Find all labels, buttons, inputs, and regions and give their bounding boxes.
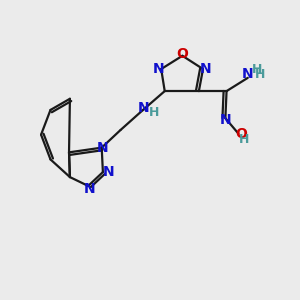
Text: H: H [255, 68, 265, 81]
Text: N: N [242, 67, 253, 81]
Text: N: N [200, 62, 212, 76]
Text: O: O [235, 127, 247, 141]
Text: N: N [97, 141, 108, 154]
Text: O: O [176, 47, 188, 61]
Text: H: H [239, 134, 249, 146]
Text: N: N [84, 182, 95, 197]
Text: N: N [138, 101, 150, 115]
Text: N: N [103, 165, 115, 179]
Text: N: N [220, 113, 232, 127]
Text: H: H [251, 63, 262, 76]
Text: H: H [148, 106, 159, 119]
Text: N: N [152, 62, 164, 76]
